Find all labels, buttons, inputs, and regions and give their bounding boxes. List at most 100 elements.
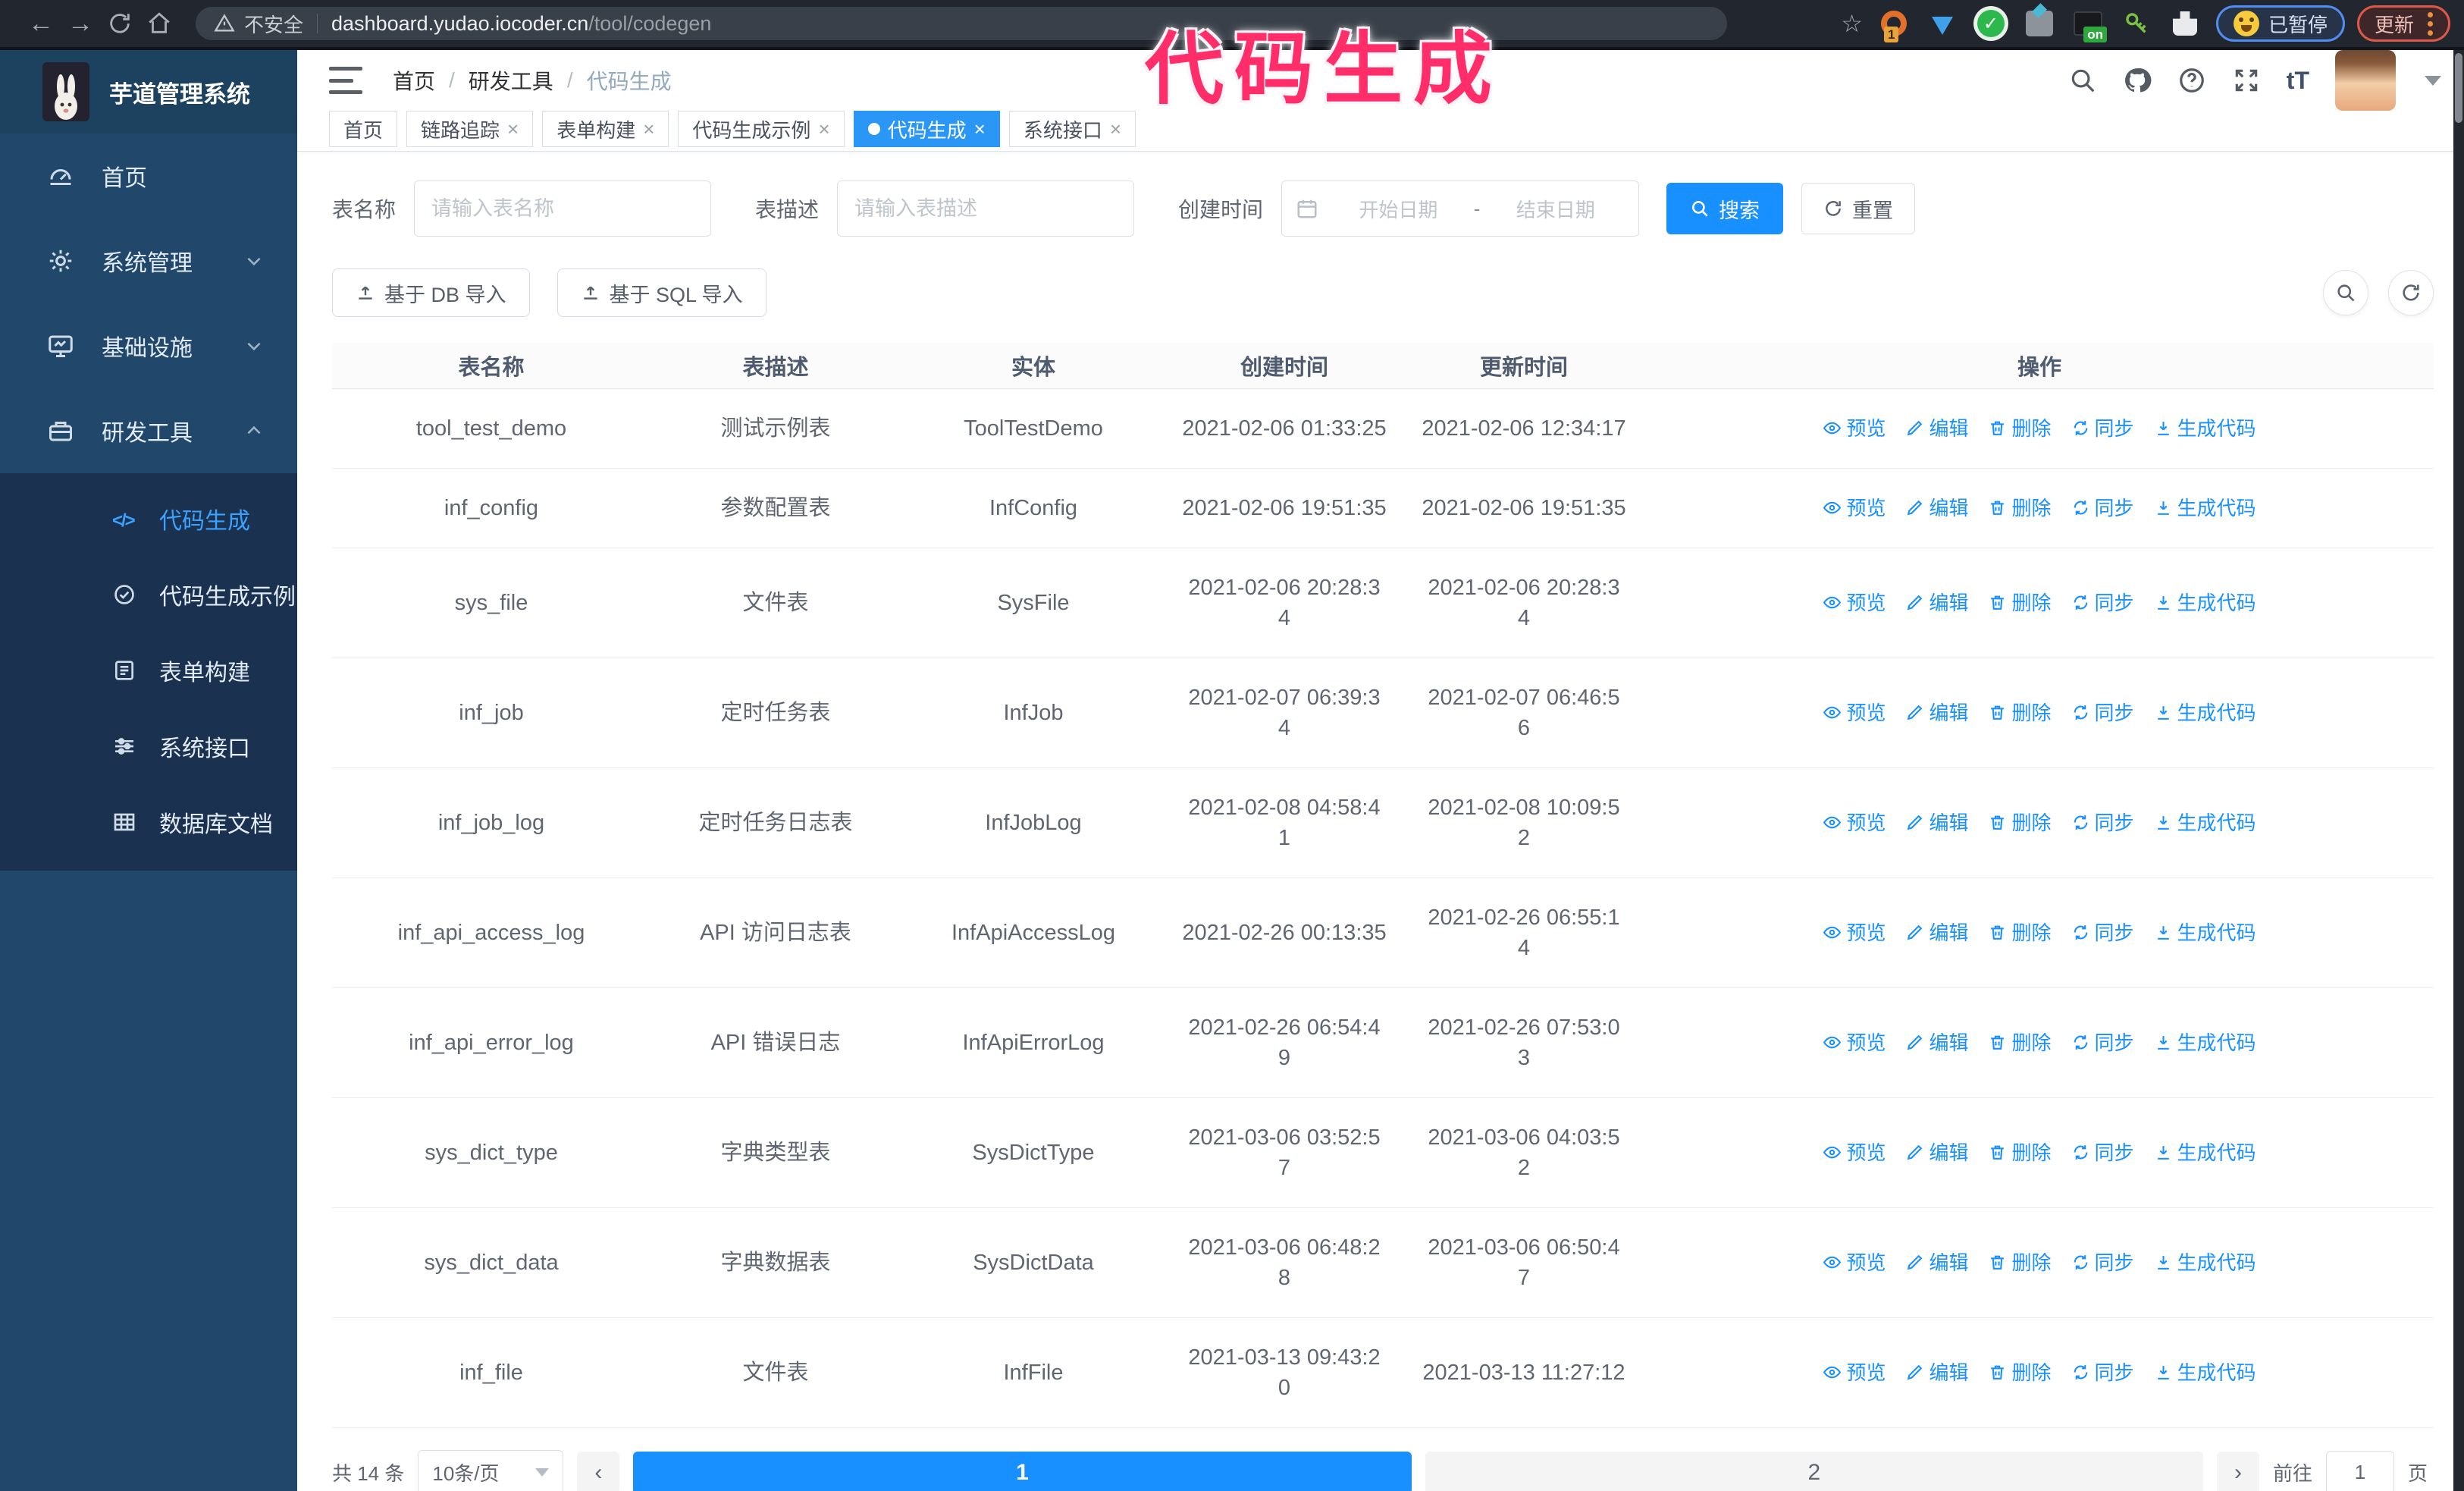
table-desc-input[interactable] xyxy=(837,180,1135,237)
bookmark-star-icon[interactable]: ☆ xyxy=(1841,10,1863,37)
preview-link[interactable]: 预览 xyxy=(1823,493,1886,523)
shield-check-extension-icon[interactable]: ✓ xyxy=(1975,8,2007,39)
sync-link[interactable]: 同步 xyxy=(2071,1248,2134,1278)
sidebar-item-db-doc[interactable]: 数据库文档 xyxy=(0,784,297,860)
paused-button[interactable]: 已暂停 xyxy=(2215,5,2345,42)
tab-tracing[interactable]: 链路追踪 × xyxy=(406,111,534,147)
tab-form-builder[interactable]: 表单构建 × xyxy=(542,111,669,147)
sidebar-item-home[interactable]: 首页 xyxy=(0,133,297,218)
edit-link[interactable]: 编辑 xyxy=(1905,698,1968,728)
sync-link[interactable]: 同步 xyxy=(2071,808,2134,838)
edit-link[interactable]: 编辑 xyxy=(1905,1358,1968,1388)
preview-link[interactable]: 预览 xyxy=(1823,1248,1886,1278)
goto-page-input[interactable] xyxy=(2325,1450,2394,1491)
columns-extension-icon[interactable] xyxy=(2024,8,2055,39)
generate-code-link[interactable]: 生成代码 xyxy=(2154,413,2256,444)
import-db-button[interactable]: 基于 DB 导入 xyxy=(332,268,530,317)
breadcrumb-group[interactable]: 研发工具 xyxy=(468,70,553,93)
hamburger-icon[interactable] xyxy=(329,67,362,94)
delete-link[interactable]: 删除 xyxy=(1988,588,2052,618)
delete-link[interactable]: 删除 xyxy=(1988,1248,2052,1278)
delete-link[interactable]: 删除 xyxy=(1988,1028,2052,1058)
edit-link[interactable]: 编辑 xyxy=(1905,413,1968,444)
preview-link[interactable]: 预览 xyxy=(1823,588,1886,618)
preview-link[interactable]: 预览 xyxy=(1823,413,1886,444)
avatar[interactable] xyxy=(2335,50,2396,111)
edit-link[interactable]: 编辑 xyxy=(1905,918,1968,948)
app-logo[interactable]: 芋道管理系统 xyxy=(0,50,297,133)
gem-extension-icon[interactable] xyxy=(1926,8,1958,39)
preview-link[interactable]: 预览 xyxy=(1823,1358,1886,1388)
sidebar-item-system[interactable]: 系统管理 xyxy=(0,218,297,303)
close-icon[interactable]: × xyxy=(507,118,519,140)
switch-extension-icon[interactable]: on xyxy=(2072,8,2107,42)
sync-link[interactable]: 同步 xyxy=(2071,698,2134,728)
close-icon[interactable]: × xyxy=(818,118,830,140)
help-icon[interactable] xyxy=(2177,66,2206,95)
delete-link[interactable]: 删除 xyxy=(1988,1138,2052,1168)
page-size-select[interactable]: 10条/页 xyxy=(418,1449,564,1491)
page-button-1[interactable]: 1 xyxy=(633,1451,1412,1491)
date-range-picker[interactable]: 开始日期 - 结束日期 xyxy=(1281,180,1640,237)
generate-code-link[interactable]: 生成代码 xyxy=(2154,698,2256,728)
preview-link[interactable]: 预览 xyxy=(1823,1138,1886,1168)
close-icon[interactable]: × xyxy=(643,118,655,140)
next-page-button[interactable]: › xyxy=(2216,1451,2259,1491)
sidebar-item-codegen-example[interactable]: 代码生成示例 xyxy=(0,557,297,632)
reload-icon[interactable] xyxy=(100,4,140,43)
font-size-icon[interactable]: tT xyxy=(2286,66,2309,94)
sync-link[interactable]: 同步 xyxy=(2071,493,2134,523)
sidebar-item-form-builder[interactable]: 表单构建 xyxy=(0,632,297,708)
sync-link[interactable]: 同步 xyxy=(2071,918,2134,948)
sync-link[interactable]: 同步 xyxy=(2071,1358,2134,1388)
sync-link[interactable]: 同步 xyxy=(2071,413,2134,444)
sidebar-item-infra[interactable]: 基础设施 xyxy=(0,303,297,388)
preview-link[interactable]: 预览 xyxy=(1823,808,1886,838)
sidebar-item-devtools[interactable]: 研发工具 xyxy=(0,388,297,473)
sync-link[interactable]: 同步 xyxy=(2071,1028,2134,1058)
preview-link[interactable]: 预览 xyxy=(1823,1028,1886,1058)
scrollbar-thumb[interactable] xyxy=(2455,53,2462,123)
delete-link[interactable]: 删除 xyxy=(1988,413,2052,444)
url-text[interactable]: dashboard.yudao.iocoder.cn/tool/codegen xyxy=(331,11,712,35)
import-sql-button[interactable]: 基于 SQL 导入 xyxy=(556,268,766,317)
search-button[interactable]: 搜索 xyxy=(1666,183,1784,234)
home-icon[interactable] xyxy=(140,4,179,43)
delete-link[interactable]: 删除 xyxy=(1988,698,2052,728)
fullscreen-icon[interactable] xyxy=(2232,66,2261,95)
breadcrumb-home[interactable]: 首页 xyxy=(393,70,436,93)
puzzle-extension-icon[interactable] xyxy=(2169,8,2201,39)
forward-icon[interactable]: → xyxy=(67,8,93,38)
sidebar-item-system-api[interactable]: 系统接口 xyxy=(0,708,297,784)
generate-code-link[interactable]: 生成代码 xyxy=(2154,1248,2256,1278)
security-label[interactable]: 不安全 xyxy=(244,13,304,36)
tab-codegen[interactable]: 代码生成 × xyxy=(853,111,1000,147)
generate-code-link[interactable]: 生成代码 xyxy=(2154,1138,2256,1168)
tab-system-api[interactable]: 系统接口 × xyxy=(1008,111,1136,147)
generate-code-link[interactable]: 生成代码 xyxy=(2154,808,2256,838)
prev-page-button[interactable]: ‹ xyxy=(577,1451,620,1491)
preview-link[interactable]: 预览 xyxy=(1823,918,1886,948)
edit-link[interactable]: 编辑 xyxy=(1905,808,1968,838)
toggle-search-button[interactable] xyxy=(2323,270,2368,315)
reset-button[interactable]: 重置 xyxy=(1801,183,1916,234)
delete-link[interactable]: 删除 xyxy=(1988,808,2052,838)
page-button-2[interactable]: 2 xyxy=(1425,1451,2203,1491)
generate-code-link[interactable]: 生成代码 xyxy=(2154,918,2256,948)
delete-link[interactable]: 删除 xyxy=(1988,1358,2052,1388)
generate-code-link[interactable]: 生成代码 xyxy=(2154,588,2256,618)
close-icon[interactable]: × xyxy=(1109,118,1122,140)
table-name-input[interactable] xyxy=(414,180,712,237)
back-icon[interactable]: ← xyxy=(28,8,54,38)
delete-link[interactable]: 删除 xyxy=(1988,918,2052,948)
generate-code-link[interactable]: 生成代码 xyxy=(2154,1358,2256,1388)
github-icon[interactable] xyxy=(2123,66,2152,95)
edit-link[interactable]: 编辑 xyxy=(1905,588,1968,618)
tab-home[interactable]: 首页 xyxy=(329,111,398,147)
edit-link[interactable]: 编辑 xyxy=(1905,1248,1968,1278)
sync-link[interactable]: 同步 xyxy=(2071,588,2134,618)
preview-link[interactable]: 预览 xyxy=(1823,698,1886,728)
edit-link[interactable]: 编辑 xyxy=(1905,1138,1968,1168)
edit-link[interactable]: 编辑 xyxy=(1905,493,1968,523)
sidebar-item-codegen[interactable]: </> 代码生成 xyxy=(0,481,297,557)
